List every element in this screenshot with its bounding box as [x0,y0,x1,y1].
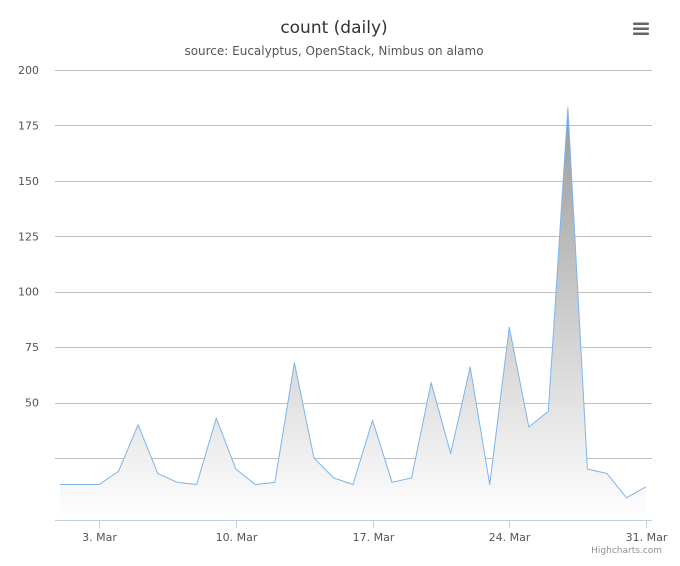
data-point[interactable] [96,482,102,488]
data-point[interactable] [57,482,63,488]
x-tick-label: 31. Mar [626,531,668,544]
y-tick-label: 100 [18,286,39,299]
data-point[interactable] [233,466,239,472]
data-point[interactable] [194,482,200,488]
y-axis-labels: 50 75 100 125 150 175 200 [18,64,39,410]
series-area [60,107,646,521]
data-point[interactable] [428,380,434,386]
data-point[interactable] [350,482,356,488]
data-point[interactable] [252,482,258,488]
x-axis: 3. Mar 10. Mar 17. Mar 24. Mar 31. Mar [55,520,668,544]
x-tick-label: 3. Mar [82,531,117,544]
data-point[interactable] [311,455,317,461]
x-tick-label: 24. Mar [489,531,531,544]
data-point[interactable] [291,360,297,366]
data-point[interactable] [623,495,629,501]
data-point[interactable] [389,479,395,485]
y-tick-label: 150 [18,175,39,188]
data-point[interactable] [370,417,376,423]
y-tick-label: 50 [25,397,39,410]
data-point[interactable] [155,470,161,476]
data-point[interactable] [487,482,493,488]
hamburger-menu-icon[interactable] [626,14,656,44]
credits[interactable]: Highcharts.com [591,546,662,556]
data-point[interactable] [545,408,551,414]
x-tick-label: 17. Mar [353,531,395,544]
data-point[interactable] [506,324,512,330]
y-tick-label: 200 [18,64,39,77]
y-tick-label: 75 [25,341,39,354]
data-point[interactable] [526,424,532,430]
y-tick-label: 175 [18,119,39,132]
data-point[interactable] [467,364,473,370]
data-point[interactable] [174,479,180,485]
data-point[interactable] [565,105,571,111]
chart-title: count (daily) [280,18,387,38]
data-point[interactable] [604,470,610,476]
data-point[interactable] [409,475,415,481]
chart-subtitle: source: Eucalyptus, OpenStack, Nimbus on… [184,44,483,58]
series [57,105,649,521]
x-tick-label: 10. Mar [216,531,258,544]
data-point[interactable] [213,415,219,421]
series-line [60,107,647,499]
data-point[interactable] [643,484,649,490]
y-tick-label: 125 [18,230,39,243]
y-grid [55,70,652,459]
data-point[interactable] [135,422,141,428]
data-point[interactable] [116,468,122,474]
data-point[interactable] [330,475,336,481]
data-point[interactable] [77,482,83,488]
data-point[interactable] [584,466,590,472]
data-point[interactable] [272,479,278,485]
data-point[interactable] [448,451,454,457]
